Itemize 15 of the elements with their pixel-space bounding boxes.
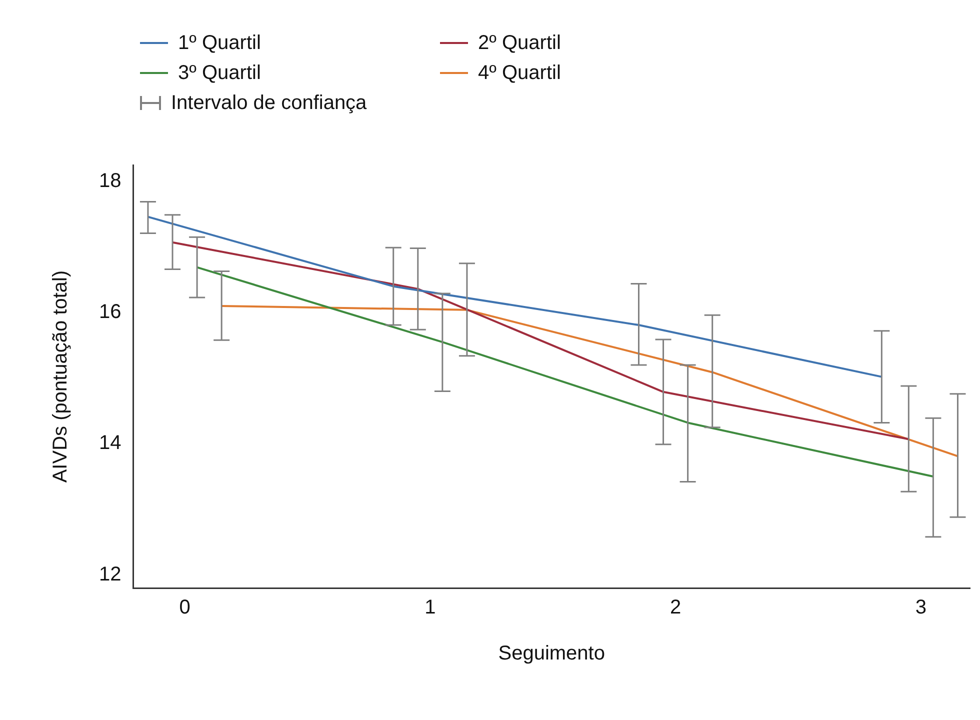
text: Intervalo de confiança (171, 92, 367, 114)
y-tick-label: 12 (98, 563, 122, 586)
y-axis-title: AIVDs (pontuação total) (50, 270, 72, 483)
x-tick-label: 0 (179, 596, 190, 619)
y-tick-label: 14 (98, 432, 122, 454)
y-tick-label: 16 (98, 301, 122, 324)
legend-label: 2º Quartil (478, 32, 561, 54)
legend-label: 3º Quartil (178, 62, 261, 84)
legend-label: 4º Quartil (478, 62, 561, 84)
legend-label: 1º Quartil (178, 32, 261, 54)
y-tick-label: 18 (98, 170, 122, 192)
x-tick-label: 2 (670, 596, 682, 619)
x-tick-label: 1 (424, 596, 436, 619)
x-axis-title: Seguimento (498, 642, 605, 665)
x-tick-label: 3 (915, 596, 926, 619)
